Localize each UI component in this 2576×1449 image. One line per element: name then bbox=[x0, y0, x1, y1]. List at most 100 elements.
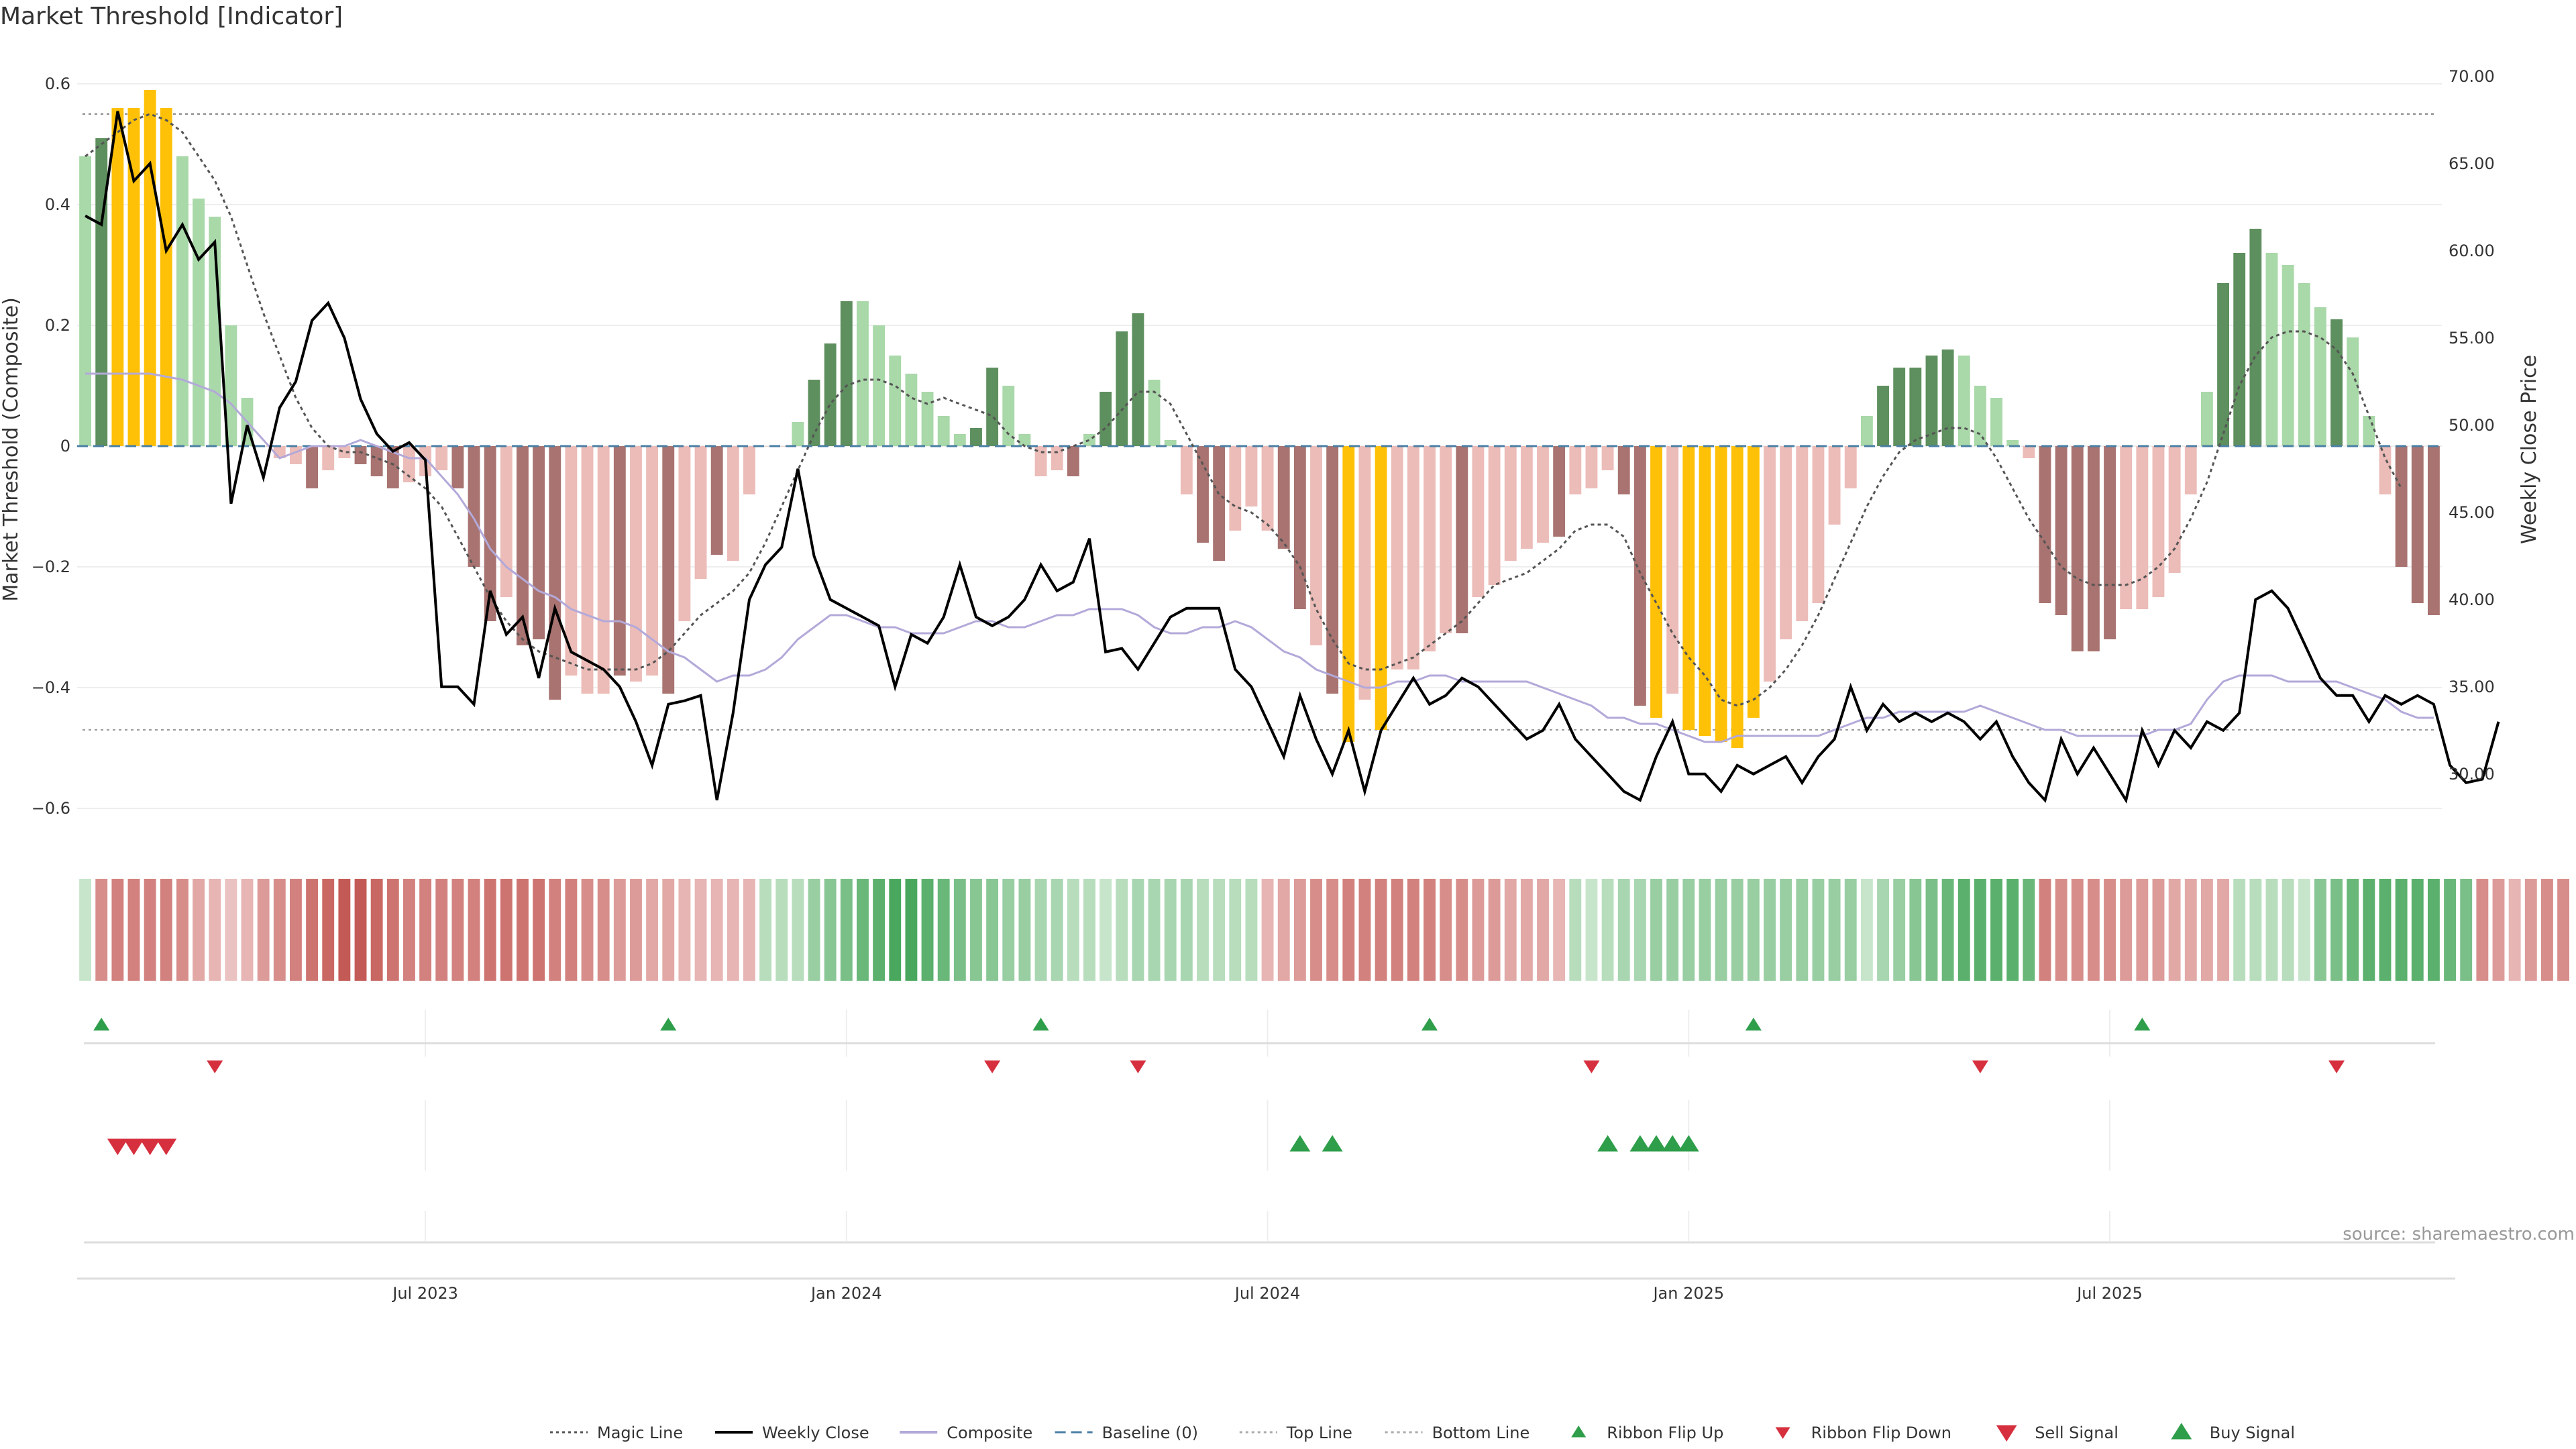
ribbon-cell bbox=[2298, 879, 2310, 981]
legend-label: Ribbon Flip Down bbox=[1811, 1424, 1951, 1442]
ribbon-cell bbox=[1342, 879, 1355, 981]
ribbon-cell bbox=[678, 879, 691, 981]
chart-title: Market Threshold [Indicator] bbox=[0, 3, 343, 30]
threshold-bar bbox=[970, 428, 982, 446]
threshold-bar bbox=[1099, 392, 1112, 446]
ribbon-cell bbox=[1424, 879, 1436, 981]
threshold-bar bbox=[2379, 446, 2392, 494]
y-tick-label: 0.2 bbox=[45, 316, 70, 335]
ribbon-cell bbox=[500, 879, 513, 981]
threshold-bar bbox=[1456, 446, 1468, 633]
y-axis-right: 30.00 35.00 40.00 45.00 50.00 55.00 60.00 65.00… bbox=[2449, 67, 2495, 784]
ribbon-cell bbox=[873, 879, 885, 981]
ribbon-flip-up-marker bbox=[1421, 1018, 1438, 1031]
x-tick-label: Jan 2025 bbox=[1652, 1284, 1724, 1303]
magic-line bbox=[85, 113, 2402, 707]
buy-signal-marker bbox=[1662, 1135, 1683, 1152]
ribbon-cell bbox=[257, 879, 270, 981]
threshold-bar bbox=[517, 446, 529, 645]
ribbon-cell bbox=[2184, 879, 2197, 981]
threshold-bar bbox=[986, 368, 999, 446]
ribbon-cell bbox=[2217, 879, 2229, 981]
buy-signal-marker bbox=[1597, 1135, 1618, 1152]
ribbon-cell bbox=[225, 879, 237, 981]
legend-label: Baseline (0) bbox=[1102, 1424, 1198, 1442]
threshold-bar bbox=[1067, 446, 1079, 476]
legend-item: Weekly Close bbox=[715, 1424, 869, 1442]
ribbon-flip-down-marker bbox=[1583, 1060, 1600, 1073]
ribbon-cell bbox=[1877, 879, 1889, 981]
ribbon-cell bbox=[1180, 879, 1193, 981]
ribbon-cell bbox=[2023, 879, 2035, 981]
ribbon-cell bbox=[2444, 879, 2457, 981]
ribbon-cell bbox=[1002, 879, 1015, 981]
ribbon-cell bbox=[1941, 879, 1954, 981]
threshold-bar bbox=[889, 356, 902, 446]
ribbon-cell bbox=[2071, 879, 2084, 981]
x-tick-label: Jan 2024 bbox=[810, 1284, 882, 1303]
y-right-tick-label: 40.00 bbox=[2449, 590, 2495, 609]
ribbon-cell bbox=[792, 879, 804, 981]
ribbon-cell bbox=[2136, 879, 2149, 981]
threshold-bar bbox=[2249, 229, 2262, 446]
y-tick-label: −0.4 bbox=[32, 678, 70, 697]
legend-label: Ribbon Flip Up bbox=[1607, 1424, 1723, 1442]
legend-item: Top Line bbox=[1239, 1424, 1352, 1442]
ribbon-cell bbox=[322, 879, 335, 981]
ribbon-cell bbox=[1990, 879, 2002, 981]
ribbon-cell bbox=[1553, 879, 1566, 981]
ribbon-cell bbox=[2282, 879, 2294, 981]
legend-item: Composite bbox=[900, 1424, 1032, 1442]
ribbon-cell bbox=[1116, 879, 1128, 981]
ribbon-flip-up-marker bbox=[1745, 1018, 1762, 1031]
threshold-bar bbox=[1440, 446, 1452, 633]
legend-swatch bbox=[1571, 1426, 1587, 1438]
y-right-tick-label: 60.00 bbox=[2449, 241, 2495, 260]
ribbon-cell bbox=[1132, 879, 1144, 981]
ribbon-cell bbox=[986, 879, 999, 981]
threshold-bar bbox=[2120, 446, 2133, 609]
legend-swatch bbox=[1775, 1427, 1790, 1439]
ribbon-cell bbox=[1261, 879, 1274, 981]
weekly-close-line bbox=[85, 111, 2500, 804]
ribbon-cell bbox=[646, 879, 659, 981]
buy-signal-marker bbox=[1678, 1135, 1699, 1152]
threshold-bar bbox=[840, 301, 853, 446]
threshold-bar bbox=[1358, 446, 1371, 700]
ribbon-cell bbox=[1650, 879, 1662, 981]
ribbon-cell bbox=[2363, 879, 2375, 981]
threshold-bar bbox=[937, 416, 950, 446]
buy-signal-marker bbox=[1646, 1135, 1667, 1152]
threshold-bar bbox=[2427, 446, 2440, 615]
threshold-bar bbox=[1909, 368, 1922, 446]
threshold-bar bbox=[1553, 446, 1566, 537]
ribbon-cell bbox=[273, 879, 286, 981]
ribbon-cell bbox=[613, 879, 626, 981]
y-tick-label: 0 bbox=[60, 437, 70, 455]
threshold-bar bbox=[873, 325, 885, 446]
threshold-bar bbox=[1666, 446, 1679, 694]
threshold-bar bbox=[905, 374, 918, 446]
ribbon-strip bbox=[79, 879, 2570, 981]
ribbon-cell bbox=[1358, 879, 1371, 981]
ribbon-cell bbox=[79, 879, 92, 981]
ribbon-cell bbox=[2379, 879, 2392, 981]
ribbon-cell bbox=[160, 879, 172, 981]
threshold-bar bbox=[338, 446, 351, 458]
signal-panel bbox=[84, 1100, 2435, 1244]
threshold-bar bbox=[1537, 446, 1549, 543]
ribbon-cell bbox=[1277, 879, 1290, 981]
threshold-bar bbox=[144, 90, 156, 446]
threshold-bar bbox=[1764, 446, 1776, 682]
threshold-bar bbox=[2330, 319, 2343, 446]
ribbon-cell bbox=[1731, 879, 1743, 981]
ribbon-cell bbox=[533, 879, 545, 981]
threshold-bar bbox=[290, 446, 302, 464]
ribbon-cell bbox=[1796, 879, 1809, 981]
ribbon-cell bbox=[840, 879, 853, 981]
threshold-bar bbox=[1569, 446, 1582, 494]
sell-signal-marker bbox=[123, 1138, 144, 1155]
ribbon-cell bbox=[937, 879, 950, 981]
legend-item: Ribbon Flip Down bbox=[1775, 1424, 1951, 1442]
ribbon-cell bbox=[1844, 879, 1857, 981]
